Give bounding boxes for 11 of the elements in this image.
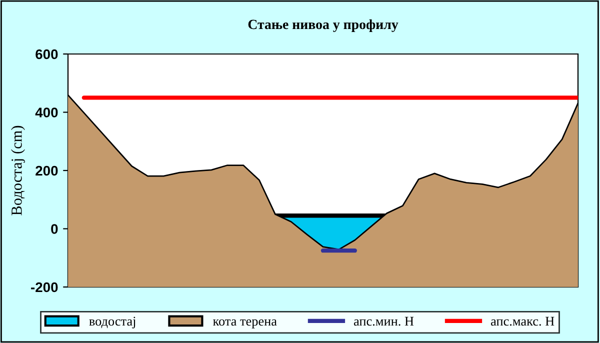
legend-label: водостај [89,316,136,328]
chart-title: Стање нивоа у профилу [248,19,398,32]
y-axis-title: Водостај (cm) [11,126,25,216]
y-tick-label: -200 [31,282,58,292]
y-tick-label: 0 [51,224,58,234]
y-tick-label: 400 [35,108,58,118]
legend-label: кота терена [213,319,277,328]
legend-label: апс.макс. Н [491,316,554,326]
y-tick-label: 600 [36,49,58,60]
legend-label: апс.мин. Н [354,316,414,326]
y-tick-label: 200 [36,166,58,176]
